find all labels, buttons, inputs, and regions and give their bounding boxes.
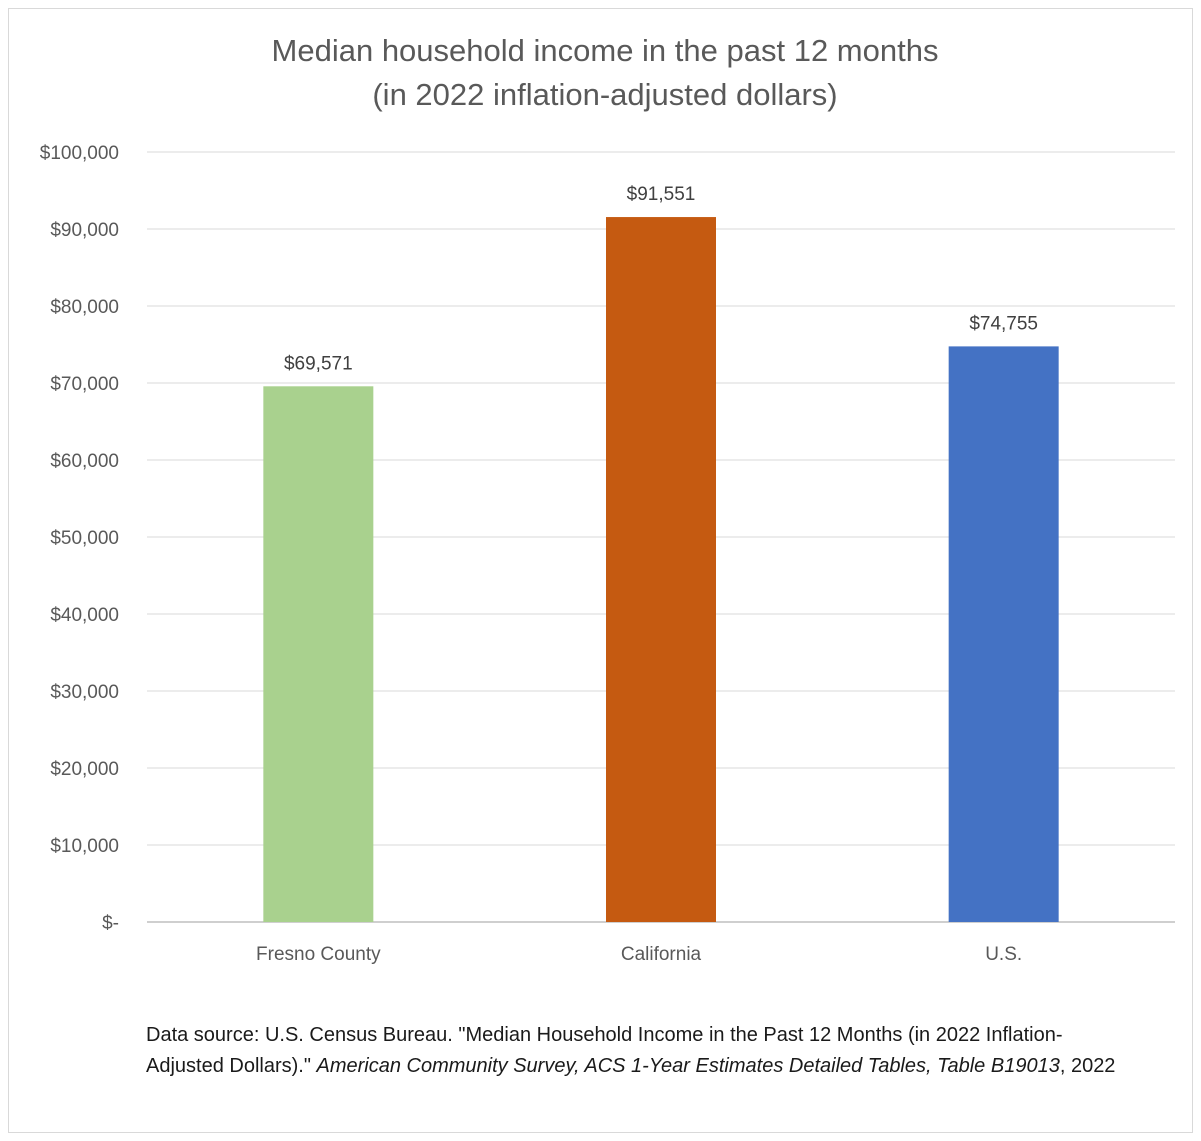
y-tick-label: $90,000 — [50, 220, 119, 241]
data-label: $74,755 — [969, 313, 1038, 334]
data-source-note: Data source: U.S. Census Bureau. "Median… — [146, 1020, 1126, 1082]
bars — [263, 217, 1059, 923]
y-tick-label: $- — [102, 913, 119, 934]
y-tick-label: $70,000 — [50, 374, 119, 395]
source-prefix: Data source: U.S. Census Bureau. "Median… — [146, 1024, 1063, 1077]
source-italic: American Community Survey, ACS 1-Year Es… — [316, 1055, 1060, 1077]
bar-california — [606, 217, 716, 922]
bar-fresno-county — [263, 386, 374, 922]
data-label: $69,571 — [284, 353, 353, 374]
data-labels: $69,571 $91,551 $74,755 — [284, 184, 1038, 374]
x-axis-ticks: Fresno County California U.S. — [256, 944, 1022, 965]
chart-title-line-2: (in 2022 inflation-adjusted dollars) — [372, 77, 837, 112]
y-tick-label: $100,000 — [40, 143, 119, 164]
bar-u-s — [948, 346, 1059, 923]
y-tick-label: $50,000 — [50, 528, 119, 549]
data-label: $91,551 — [627, 184, 696, 205]
y-tick-label: $10,000 — [50, 836, 119, 857]
y-tick-label: $60,000 — [50, 451, 119, 472]
x-tick-label: Fresno County — [256, 944, 381, 965]
x-tick-label: California — [621, 944, 702, 965]
chart-title: Median household income in the past 12 m… — [272, 33, 939, 112]
y-tick-label: $20,000 — [50, 759, 119, 780]
chart-title-line-1: Median household income in the past 12 m… — [272, 33, 939, 68]
y-tick-label: $40,000 — [50, 605, 119, 626]
x-tick-label: U.S. — [985, 944, 1022, 965]
source-suffix: , 2022 — [1059, 1055, 1116, 1077]
y-axis-ticks: $- $10,000 $20,000 $30,000 $40,000 $50,000 $60… — [40, 143, 119, 934]
y-tick-label: $80,000 — [50, 297, 119, 318]
y-tick-label: $30,000 — [50, 682, 119, 703]
